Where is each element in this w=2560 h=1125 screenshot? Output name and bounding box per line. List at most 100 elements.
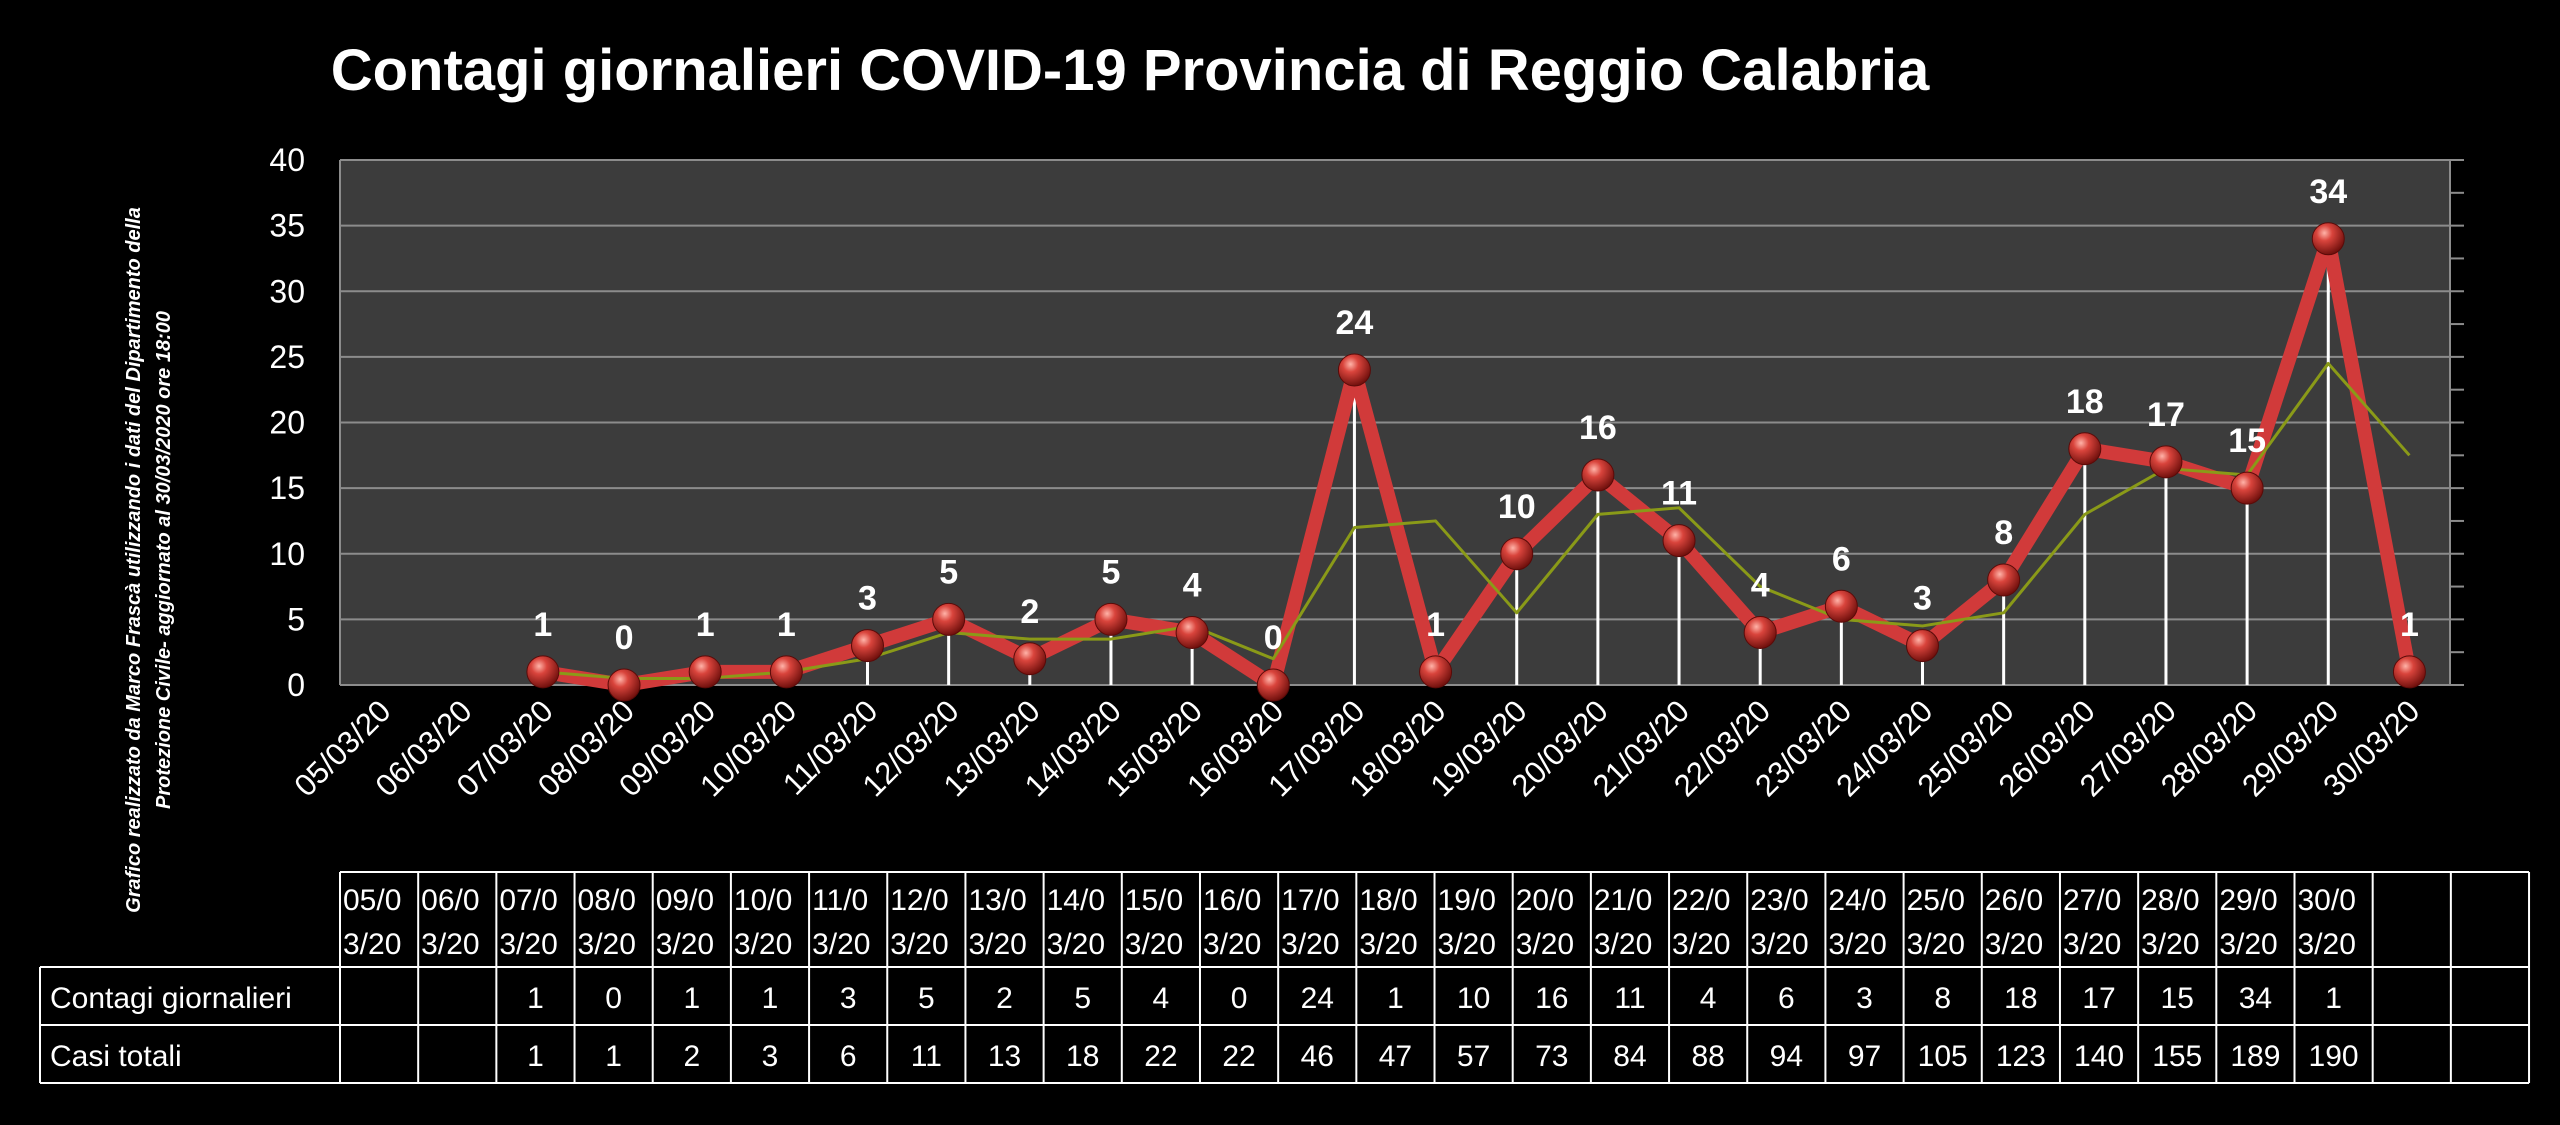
table-header-cell: 3/20: [1516, 928, 1574, 961]
table-header-cell: 3/20: [421, 928, 479, 961]
table-header-cell: 3/20: [499, 928, 557, 961]
data-point: [1175, 616, 1209, 649]
y-tick-label: 25: [269, 339, 305, 375]
table-cell: 1: [605, 1040, 622, 1073]
table-cell: 84: [1613, 1040, 1646, 1073]
table-cell: 155: [2152, 1040, 2202, 1073]
y-axis-ticks: 0 5 10 15 20 25 30 35 40: [269, 142, 305, 703]
data-label: 5: [939, 553, 958, 591]
data-point: [1824, 589, 1858, 623]
table-cell: 16: [1535, 982, 1568, 1015]
table-header-cell: 3/20: [343, 928, 401, 961]
data-label: 3: [1913, 580, 1932, 618]
table-cell: 47: [1379, 1040, 1412, 1073]
y-tick-label: 30: [269, 273, 305, 309]
table-header-cell: 06/0: [421, 884, 479, 917]
table-cell: 1: [1387, 982, 1404, 1015]
table-cell: 1: [2325, 982, 2342, 1015]
data-point: [769, 655, 803, 689]
table-header-cell: 16/0: [1203, 884, 1261, 917]
x-axis-ticks: 05/03/2006/03/2007/03/2008/03/2009/03/20…: [287, 693, 2426, 803]
chart-title: Contagi giornalieri COVID-19 Provincia d…: [331, 38, 1930, 103]
table-cell: 6: [840, 1040, 857, 1073]
data-label: 1: [1426, 606, 1445, 644]
table-cell: 97: [1848, 1040, 1881, 1073]
data-label: 1: [777, 606, 796, 644]
data-point: [2311, 222, 2345, 256]
table-cell: 190: [2309, 1040, 2359, 1073]
table-cell: 105: [1918, 1040, 1968, 1073]
table-cell: 3: [762, 1040, 779, 1073]
table-row-label: Casi totali: [50, 1040, 182, 1073]
data-points: [526, 222, 2426, 702]
data-point: [688, 655, 722, 689]
data-point: [1906, 629, 1939, 663]
table-cell: 46: [1301, 1040, 1334, 1073]
secondary-axis: [2449, 159, 2464, 686]
y-tick-label: 15: [269, 470, 305, 506]
table-cell: 4: [1153, 982, 1170, 1015]
data-point: [1256, 668, 1290, 702]
table-header-cell: 3/20: [1985, 928, 2043, 961]
data-point: [2230, 471, 2264, 505]
table-header-cell: 3/20: [1594, 928, 1652, 961]
table-cell: 2: [996, 982, 1013, 1015]
table-cell: 18: [2004, 982, 2037, 1015]
table-cell: 15: [2161, 982, 2194, 1015]
data-point: [1743, 616, 1777, 649]
data-point: [2149, 445, 2183, 479]
table-cell: 189: [2230, 1040, 2280, 1073]
y-tick-label: 10: [269, 536, 305, 572]
table-header-cell: 05/0: [343, 884, 401, 917]
data-table: 05/0 3/20 06/0 3/20 07/0 3/20 08/0 3/20 09/0 3/20…: [39, 871, 2531, 1084]
data-label: 8: [1994, 514, 2013, 552]
table-cell: 0: [605, 982, 622, 1015]
table-header-cell: 3/20: [1907, 928, 1965, 961]
data-label: 3: [858, 580, 877, 618]
data-point: [1419, 655, 1453, 689]
data-label: 6: [1832, 540, 1851, 578]
table-header-cell: 3/20: [2219, 928, 2277, 961]
data-label: 24: [1336, 304, 1374, 342]
table-header-cell: 3/20: [968, 928, 1026, 961]
table-header-cell: 3/20: [1750, 928, 1808, 961]
data-point: [1987, 563, 2021, 597]
table-cell: 6: [1778, 982, 1795, 1015]
table-header-cell: 30/0: [2298, 884, 2356, 917]
data-label: 18: [2066, 383, 2104, 421]
data-point: [1094, 602, 1128, 636]
table-cell: 11: [1614, 982, 1645, 1015]
table-header-cell: 3/20: [2298, 928, 2356, 961]
table-header-cell: 3/20: [1281, 928, 1339, 961]
data-label: 15: [2228, 422, 2266, 460]
table-cell: 73: [1535, 1040, 1568, 1073]
table-header-cell: 17/0: [1281, 884, 1339, 917]
table-header-cell: 3/20: [1125, 928, 1183, 961]
table-cell: 1: [683, 982, 700, 1015]
table-cell: 11: [911, 1040, 942, 1073]
table-header-cell: 24/0: [1828, 884, 1886, 917]
table-header-cell: 3/20: [2063, 928, 2121, 961]
table-cell: 18: [1066, 1040, 1099, 1073]
data-label: 1: [696, 606, 715, 644]
table-cell: 140: [2074, 1040, 2124, 1073]
source-note-line-1: Grafico realizzato da Marco Frascà utili…: [123, 207, 145, 913]
data-point: [851, 629, 884, 663]
data-point: [1013, 642, 1047, 676]
data-label: 16: [1579, 409, 1617, 447]
table-header-cell: 3/20: [578, 928, 636, 961]
source-note: Grafico realizzato da Marco Frascà utili…: [123, 207, 175, 913]
y-tick-label: 5: [287, 601, 305, 637]
table-header-cell: 15/0: [1125, 884, 1183, 917]
data-point: [526, 655, 560, 689]
table-cell: 4: [1700, 982, 1717, 1015]
data-label: 10: [1498, 488, 1536, 526]
gridlines: [339, 159, 2450, 686]
data-point: [1662, 524, 1696, 558]
table-header-cell: 26/0: [1985, 884, 2043, 917]
y-tick-label: 35: [269, 208, 305, 244]
table-cell: 13: [988, 1040, 1021, 1073]
table-header-cell: 3/20: [812, 928, 870, 961]
table-header-cell: 3/20: [1438, 928, 1496, 961]
data-point: [1337, 353, 1371, 387]
